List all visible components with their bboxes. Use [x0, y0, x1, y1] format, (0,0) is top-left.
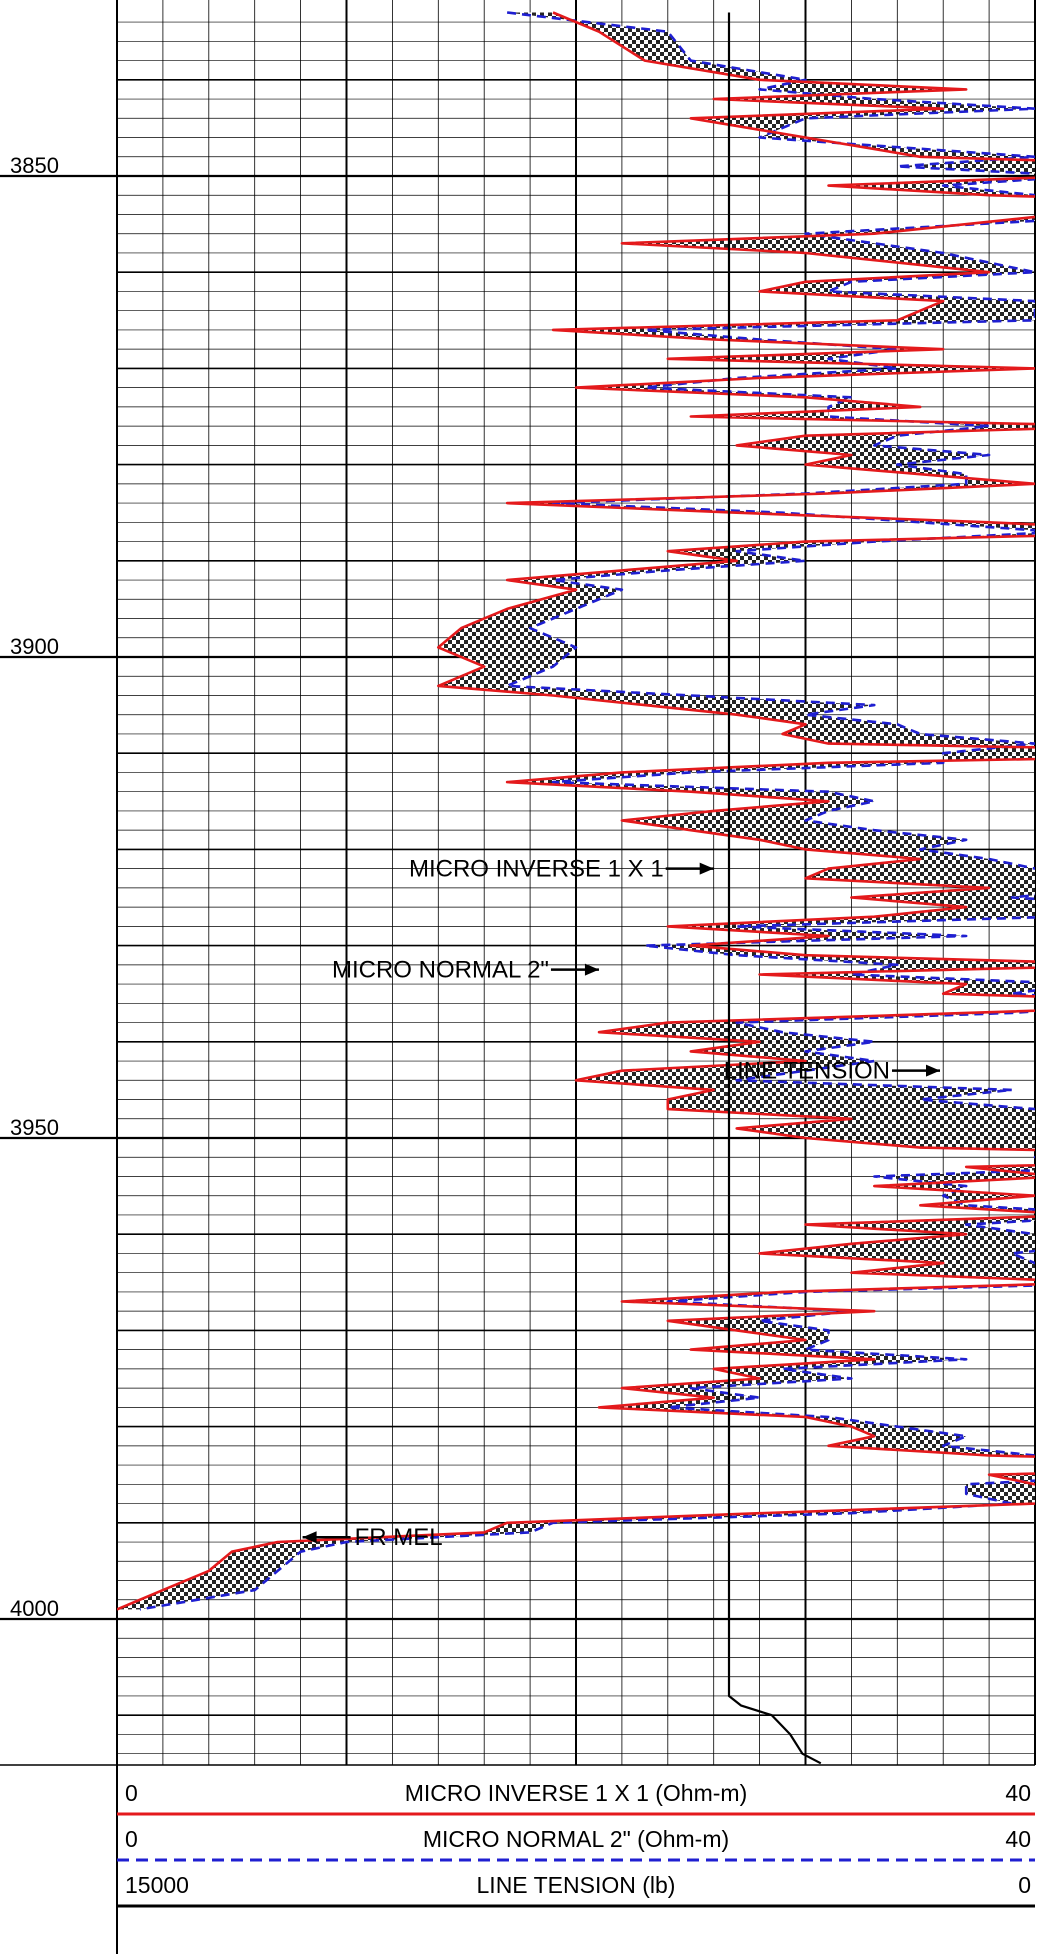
header-left-scale: 15000 [125, 1872, 189, 1898]
line-tension-label: LINE TENSION [724, 1058, 890, 1085]
header-title: MICRO NORMAL 2" (Ohm-m) [423, 1826, 729, 1852]
line-tension-curve [727, 12, 822, 1765]
header-right-scale: 40 [1005, 1826, 1031, 1852]
track-headers: 0 MICRO INVERSE 1 X 1 (Ohm-m) 40 0 MICRO NOR… [116, 1780, 1035, 1954]
header-title: LINE TENSION (lb) [477, 1872, 676, 1898]
annotations: MICRO INVERSE 1 X 1 MICRO NORMAL 2" LINE T… [302, 856, 940, 1551]
depth-tick-label: 3950 [10, 1115, 59, 1140]
line-tension-arrow-head [926, 1064, 940, 1077]
curves [117, 11, 1035, 1765]
header-right-scale: 40 [1005, 1780, 1031, 1806]
micro-normal-arrow-head [584, 963, 599, 976]
header-left-scale: 0 [125, 1826, 138, 1852]
micro-inverse-curve [117, 11, 1035, 1611]
header-title: MICRO INVERSE 1 X 1 (Ohm-m) [405, 1780, 747, 1806]
micro-normal-label: MICRO NORMAL 2" [332, 957, 549, 984]
depth-tick-label: 4000 [10, 1596, 59, 1621]
fr-mel-arrow-head [302, 1531, 317, 1544]
micro-normal-curve [139, 11, 1035, 1611]
micro-inverse-label: MICRO INVERSE 1 X 1 [409, 856, 664, 883]
header-left-scale: 0 [125, 1780, 138, 1806]
depth-labels: 3850 3900 3950 4000 [10, 153, 59, 1621]
depth-tick-label: 3900 [10, 634, 59, 659]
micro-inverse-arrow-head [699, 862, 714, 875]
depth-tick-label: 3850 [10, 153, 59, 178]
header-right-scale: 0 [1018, 1872, 1031, 1898]
fr-mel-label: FR MEL [355, 1524, 443, 1551]
